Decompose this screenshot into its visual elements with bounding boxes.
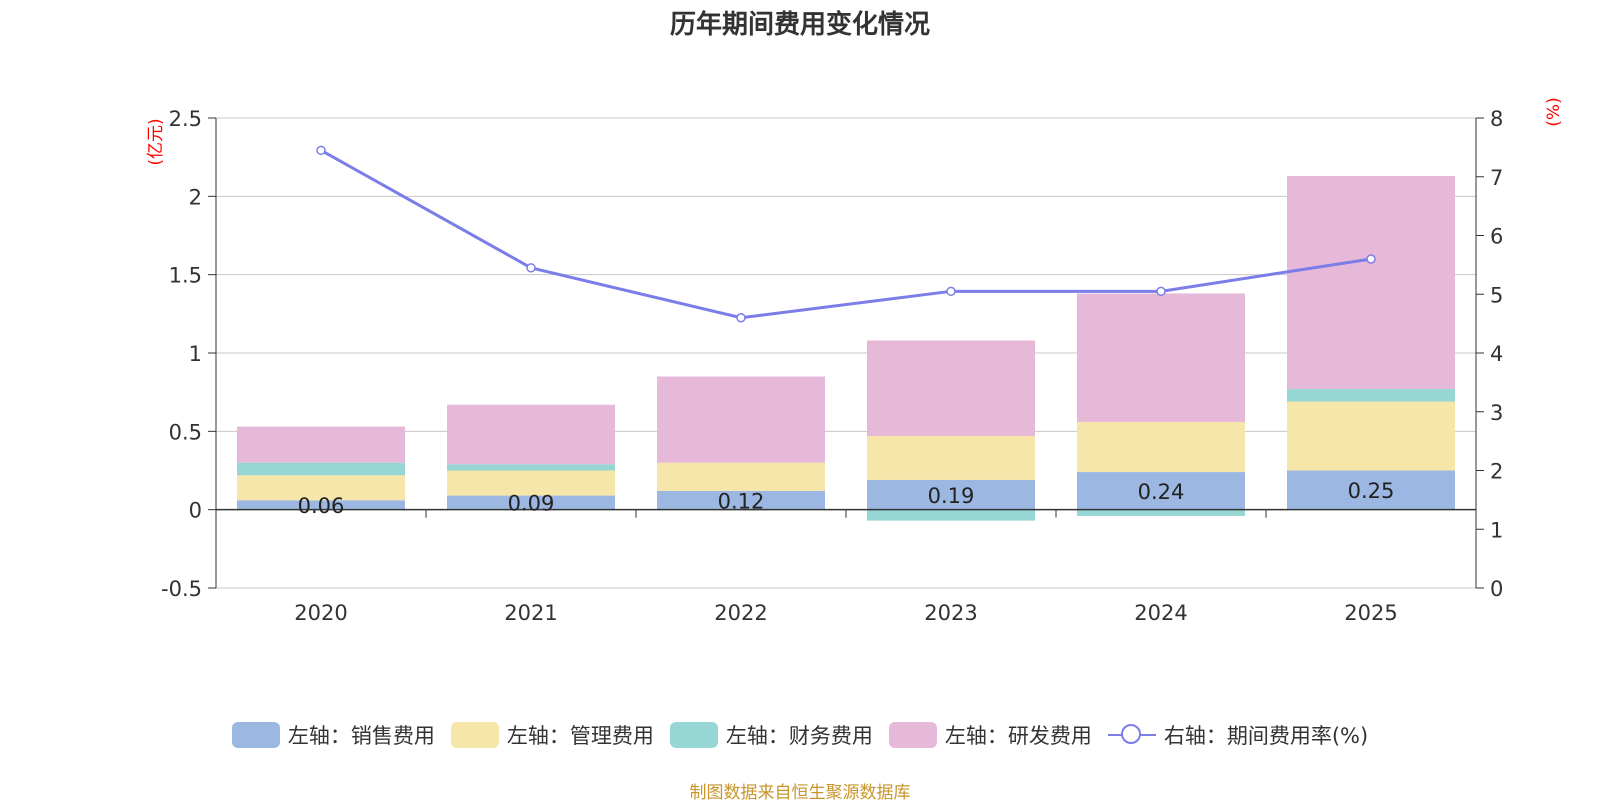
bar-sales — [657, 490, 825, 510]
right-tick-label: 5 — [1490, 283, 1503, 307]
bar-rnd — [1287, 175, 1455, 390]
legend: 左轴：销售费用 左轴：管理费用 左轴：财务费用 左轴：研发费用 右轴：期间费用率… — [0, 720, 1600, 750]
rate-point — [736, 313, 746, 323]
source-note: 制图数据来自恒生聚源数据库 — [689, 783, 911, 803]
bar-sales — [1287, 470, 1455, 510]
bar-rnd — [1077, 293, 1245, 422]
legend-label-rate: 右轴：期间费用率(%) — [1163, 724, 1369, 748]
data-label-sales: 0.25 — [1348, 479, 1395, 503]
bar-finance — [1077, 509, 1245, 516]
right-tick-label: 8 — [1490, 107, 1503, 131]
right-tick-label: 7 — [1490, 166, 1503, 190]
chart-canvas: -0.5 0 0.5 1 1.5 2 2.5 0 1 2 3 4 5 6 7 8 2020 2021 2022 202… — [146, 97, 1564, 625]
right-tick-label: 1 — [1490, 518, 1503, 542]
bar-finance — [237, 462, 405, 476]
left-tick-label: 2.5 — [169, 107, 202, 131]
legend-item-rate[interactable]: 右轴：期间费用率(%) — [1107, 720, 1369, 750]
legend-swatch-sales — [231, 722, 280, 748]
bar-admin — [657, 462, 825, 491]
bar-admin — [447, 470, 615, 496]
left-tick-label: 2 — [189, 185, 202, 209]
right-tick-label: 2 — [1490, 460, 1503, 484]
bar-finance — [1287, 389, 1455, 402]
legend-label-sales: 左轴：销售费用 — [287, 724, 435, 748]
bar-rnd — [867, 340, 1035, 437]
left-tick-label: -0.5 — [161, 577, 202, 601]
bar-finance — [867, 509, 1035, 521]
x-tick-label: 2020 — [294, 601, 347, 625]
right-tick-label: 4 — [1490, 342, 1503, 366]
bar-admin — [1287, 401, 1455, 471]
bar-rnd — [237, 426, 405, 463]
bar-rnd — [657, 376, 825, 463]
right-tick-label: 0 — [1490, 577, 1503, 601]
bar-admin — [1077, 421, 1245, 473]
data-label-sales: 0.12 — [718, 489, 765, 513]
legend-item-admin[interactable]: 左轴：管理费用 — [450, 720, 654, 750]
left-tick-label: 0 — [189, 499, 202, 523]
x-tick-label: 2022 — [714, 601, 767, 625]
left-tick-label: 1.5 — [169, 264, 202, 288]
right-tick-label: 3 — [1490, 401, 1503, 425]
bar-finance — [447, 464, 615, 471]
right-tick-label: 6 — [1490, 225, 1503, 249]
legend-line-icon — [1107, 722, 1156, 748]
left-tick-label: 0.5 — [169, 420, 202, 444]
left-axis-unit: (亿元) — [146, 118, 166, 165]
bar-sales — [867, 479, 1035, 510]
rate-point — [316, 145, 326, 156]
x-tick-label: 2023 — [924, 601, 977, 625]
data-label-sales: 0.06 — [298, 494, 345, 518]
rate-point — [1366, 254, 1376, 264]
data-label-sales: 0.09 — [508, 492, 555, 516]
bar-sales — [237, 500, 405, 510]
right-axis-unit: (%) — [1544, 97, 1564, 126]
rate-point — [946, 286, 956, 297]
data-label-sales: 0.24 — [1138, 480, 1185, 504]
bar-admin — [867, 436, 1035, 480]
legend-label-finance: 左轴：财务费用 — [725, 724, 873, 748]
bar-admin — [237, 475, 405, 501]
bar-sales — [1077, 472, 1245, 510]
legend-item-rnd[interactable]: 左轴：研发费用 — [888, 720, 1092, 750]
bar-rnd — [447, 404, 615, 465]
legend-label-admin: 左轴：管理费用 — [506, 724, 654, 748]
legend-swatch-admin — [450, 722, 499, 748]
chart-title: 历年期间费用变化情况 — [669, 10, 930, 40]
x-tick-label: 2021 — [504, 601, 557, 625]
legend-swatch-finance — [669, 722, 718, 748]
legend-item-sales[interactable]: 左轴：销售费用 — [231, 720, 435, 750]
left-tick-label: 1 — [189, 342, 202, 366]
rate-point — [1156, 286, 1166, 297]
data-label-sales: 0.19 — [928, 484, 975, 508]
bar-sales — [447, 495, 615, 510]
rate-line — [320, 149, 1372, 320]
legend-item-finance[interactable]: 左轴：财务费用 — [669, 720, 873, 750]
x-tick-label: 2024 — [1134, 601, 1187, 625]
legend-label-rnd: 左轴：研发费用 — [944, 724, 1092, 748]
rate-point — [526, 263, 536, 273]
legend-swatch-rnd — [888, 722, 937, 748]
x-tick-label: 2025 — [1344, 601, 1397, 625]
